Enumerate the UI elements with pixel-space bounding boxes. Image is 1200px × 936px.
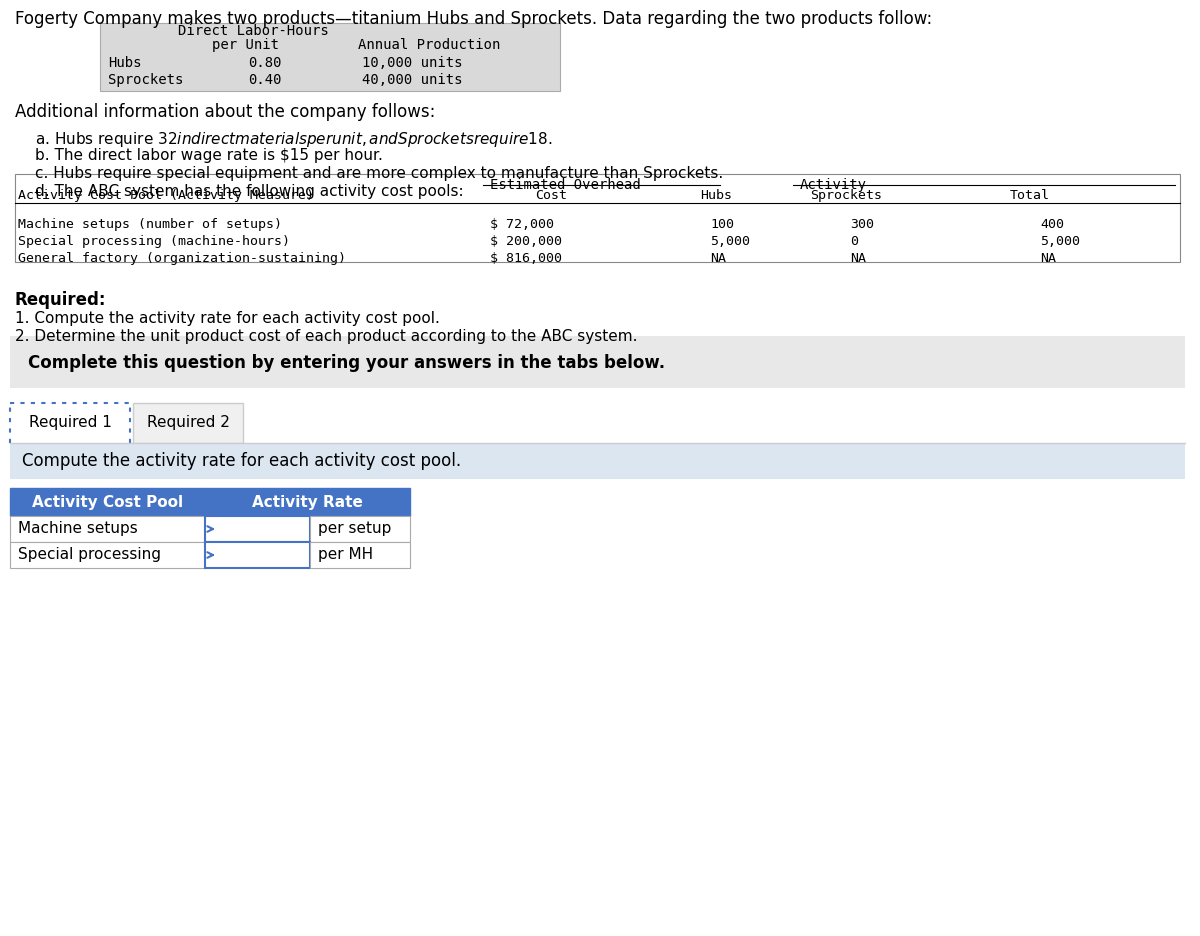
Text: NA: NA [1040,252,1056,265]
Text: 5,000: 5,000 [1040,235,1080,248]
Text: Hubs: Hubs [700,189,732,202]
Text: 40,000 units: 40,000 units [362,73,462,87]
Text: 300: 300 [850,218,874,231]
Text: Required 1: Required 1 [29,416,112,431]
Bar [310,542,410,568]
Bar [10,336,1186,388]
Text: Activity: Activity [800,178,866,192]
Bar [10,488,205,516]
Text: 0.40: 0.40 [248,73,282,87]
Text: $ 200,000: $ 200,000 [490,235,562,248]
Text: per Unit: per Unit [212,38,278,52]
Text: c. Hubs require special equipment and are more complex to manufacture than Sproc: c. Hubs require special equipment and ar… [35,166,724,181]
Text: Cost: Cost [535,189,568,202]
Text: NA: NA [710,252,726,265]
Text: d. The ABC system has the following activity cost pools:: d. The ABC system has the following acti… [35,184,463,199]
Text: Sprockets: Sprockets [810,189,882,202]
Text: Special processing: Special processing [18,548,161,563]
Text: Annual Production: Annual Production [358,38,500,52]
Text: Required 2: Required 2 [146,416,229,431]
Text: $ 72,000: $ 72,000 [490,218,554,231]
Text: Machine setups (number of setups): Machine setups (number of setups) [18,218,282,231]
Text: Required:: Required: [14,291,107,309]
Text: 0: 0 [850,235,858,248]
Text: General factory (organization-sustaining): General factory (organization-sustaining… [18,252,346,265]
Text: Activity Cost Pool (Activity Measure): Activity Cost Pool (Activity Measure) [18,189,314,202]
Text: Hubs: Hubs [108,56,142,70]
Text: Activity Cost Pool: Activity Cost Pool [32,494,184,509]
Text: Complete this question by entering your answers in the tabs below.: Complete this question by entering your … [28,354,665,372]
Text: b. The direct labor wage rate is $15 per hour.: b. The direct labor wage rate is $15 per… [35,148,383,163]
Text: NA: NA [850,252,866,265]
Text: 2. Determine the unit product cost of each product according to the ABC system.: 2. Determine the unit product cost of ea… [14,329,637,344]
Text: a. Hubs require $32 in direct materials per unit, and Sprockets require $18.: a. Hubs require $32 in direct materials … [35,130,553,149]
Text: 0.80: 0.80 [248,56,282,70]
Text: Direct Labor-Hours: Direct Labor-Hours [178,24,329,38]
Text: 100: 100 [710,218,734,231]
Text: per MH: per MH [318,548,373,563]
Text: Total: Total [1010,189,1050,202]
Bar [10,403,130,443]
Bar [10,542,205,568]
Bar [310,516,410,542]
Text: 10,000 units: 10,000 units [362,56,462,70]
Text: $ 816,000: $ 816,000 [490,252,562,265]
Text: Machine setups: Machine setups [18,521,138,536]
Text: Activity Rate: Activity Rate [252,494,362,509]
Text: 400: 400 [1040,218,1064,231]
Text: Special processing (machine-hours): Special processing (machine-hours) [18,235,290,248]
Text: 5,000: 5,000 [710,235,750,248]
Bar [10,443,1186,479]
Text: Sprockets: Sprockets [108,73,184,87]
Bar [205,542,310,568]
Text: Compute the activity rate for each activity cost pool.: Compute the activity rate for each activ… [22,452,461,470]
Bar [14,174,1180,262]
Bar [10,516,205,542]
Bar [100,23,560,91]
Text: Fogerty Company makes two products—titanium Hubs and Sprockets. Data regarding t: Fogerty Company makes two products—titan… [14,10,932,28]
Bar [133,403,242,443]
Bar [205,488,410,516]
Text: 1. Compute the activity rate for each activity cost pool.: 1. Compute the activity rate for each ac… [14,311,440,326]
Bar [205,516,310,542]
Text: Estimated Overhead: Estimated Overhead [490,178,641,192]
Text: Additional information about the company follows:: Additional information about the company… [14,103,436,121]
Text: per setup: per setup [318,521,391,536]
